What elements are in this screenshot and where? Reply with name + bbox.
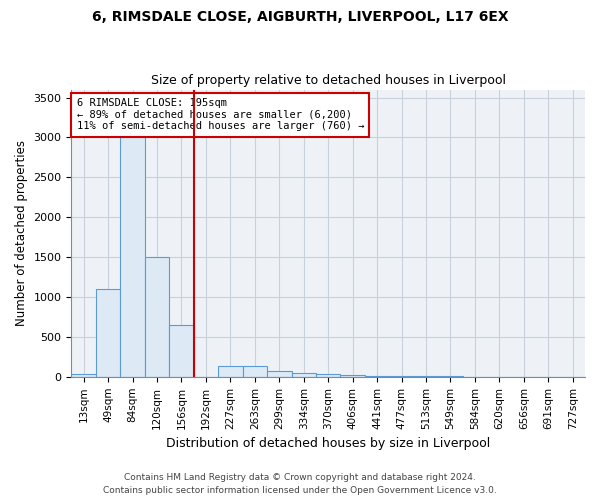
Text: 6 RIMSDALE CLOSE: 195sqm
← 89% of detached houses are smaller (6,200)
11% of sem: 6 RIMSDALE CLOSE: 195sqm ← 89% of detach… bbox=[77, 98, 364, 132]
Bar bbox=[365, 376, 389, 377]
Title: Size of property relative to detached houses in Liverpool: Size of property relative to detached ho… bbox=[151, 74, 506, 87]
Bar bbox=[340, 375, 365, 377]
Bar bbox=[218, 366, 242, 377]
Bar bbox=[145, 257, 169, 377]
Bar bbox=[292, 373, 316, 377]
Bar bbox=[121, 138, 145, 377]
Bar bbox=[267, 371, 292, 377]
Bar bbox=[169, 325, 194, 377]
Bar bbox=[316, 374, 340, 377]
Text: Contains HM Land Registry data © Crown copyright and database right 2024.
Contai: Contains HM Land Registry data © Crown c… bbox=[103, 474, 497, 495]
Bar bbox=[389, 376, 414, 377]
X-axis label: Distribution of detached houses by size in Liverpool: Distribution of detached houses by size … bbox=[166, 437, 490, 450]
Bar bbox=[96, 289, 121, 377]
Y-axis label: Number of detached properties: Number of detached properties bbox=[15, 140, 28, 326]
Bar bbox=[71, 374, 96, 377]
Bar bbox=[242, 366, 267, 377]
Text: 6, RIMSDALE CLOSE, AIGBURTH, LIVERPOOL, L17 6EX: 6, RIMSDALE CLOSE, AIGBURTH, LIVERPOOL, … bbox=[92, 10, 508, 24]
